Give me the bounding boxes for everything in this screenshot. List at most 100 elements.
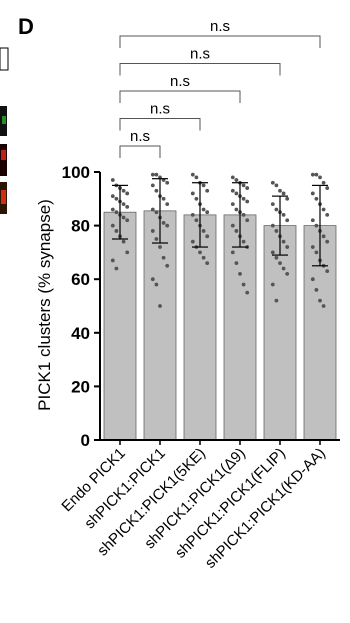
data-point xyxy=(278,261,282,265)
data-point xyxy=(202,184,206,188)
data-point xyxy=(275,229,279,233)
data-point xyxy=(275,299,279,303)
data-point xyxy=(191,192,195,196)
data-point xyxy=(115,210,119,214)
data-point xyxy=(125,205,129,209)
panel-label: D xyxy=(18,14,34,39)
data-point xyxy=(162,197,166,201)
data-point xyxy=(202,229,206,233)
data-point xyxy=(282,213,286,217)
bar xyxy=(104,212,136,440)
data-point xyxy=(191,240,195,244)
data-point xyxy=(111,178,115,182)
y-tick-label: 80 xyxy=(71,217,90,236)
data-point xyxy=(115,229,119,233)
data-point xyxy=(242,197,246,201)
data-point xyxy=(198,251,202,255)
data-point xyxy=(322,208,326,212)
data-point xyxy=(285,272,289,276)
data-point xyxy=(318,299,322,303)
data-point xyxy=(151,184,155,188)
data-point xyxy=(151,229,155,233)
y-tick-label: 40 xyxy=(71,324,90,343)
significance-label: n.s xyxy=(150,101,170,118)
significance-bracket xyxy=(120,91,240,103)
data-point xyxy=(235,178,239,182)
data-point xyxy=(111,224,115,228)
data-point xyxy=(325,186,329,190)
data-point xyxy=(231,224,235,228)
data-point xyxy=(155,173,159,177)
data-point xyxy=(245,291,249,295)
data-point xyxy=(165,181,169,185)
data-point xyxy=(151,208,155,212)
data-point xyxy=(122,240,126,244)
data-point xyxy=(318,175,322,179)
data-point xyxy=(278,189,282,193)
fragment-image xyxy=(1,190,6,204)
data-point xyxy=(231,175,235,179)
significance-bracket xyxy=(120,146,160,158)
data-point xyxy=(205,261,209,265)
bar xyxy=(224,215,256,440)
data-point xyxy=(155,210,159,214)
data-point xyxy=(231,189,235,193)
data-point xyxy=(282,240,286,244)
data-point xyxy=(155,189,159,193)
data-point xyxy=(111,259,115,263)
data-point xyxy=(322,304,326,308)
data-point xyxy=(191,173,195,177)
fragment-image xyxy=(1,150,6,160)
data-point xyxy=(245,218,249,222)
data-point xyxy=(315,224,319,228)
data-point xyxy=(151,277,155,281)
y-axis-label: PICK1 clusters (% synapse) xyxy=(35,199,54,411)
data-point xyxy=(242,283,246,287)
data-point xyxy=(195,218,199,222)
data-point xyxy=(311,218,315,222)
data-point xyxy=(122,202,126,206)
data-point xyxy=(271,181,275,185)
y-tick-label: 20 xyxy=(71,377,90,396)
data-point xyxy=(311,245,315,249)
data-point xyxy=(242,184,246,188)
fragment-frame xyxy=(0,48,8,70)
data-point xyxy=(271,202,275,206)
data-point xyxy=(238,272,242,276)
data-point xyxy=(235,192,239,196)
y-tick-label: 100 xyxy=(62,163,90,182)
data-point xyxy=(165,264,169,268)
data-point xyxy=(115,197,119,201)
significance-label: n.s xyxy=(190,46,210,63)
significance-bracket xyxy=(120,36,320,48)
data-point xyxy=(195,175,199,179)
data-point xyxy=(322,234,326,238)
data-point xyxy=(231,251,235,255)
data-point xyxy=(122,216,126,220)
data-point xyxy=(282,267,286,271)
data-point xyxy=(205,234,209,238)
data-point xyxy=(282,192,286,196)
data-point xyxy=(275,256,279,260)
data-point xyxy=(275,184,279,188)
data-point xyxy=(162,256,166,260)
data-point xyxy=(165,224,169,228)
data-point xyxy=(231,202,235,206)
data-point xyxy=(235,208,239,212)
significance-label: n.s xyxy=(130,128,150,145)
data-point xyxy=(195,197,199,201)
data-point xyxy=(111,194,115,198)
data-point xyxy=(202,208,206,212)
significance-label: n.s xyxy=(170,73,190,90)
data-point xyxy=(325,213,329,217)
data-point xyxy=(158,304,162,308)
data-point xyxy=(245,186,249,190)
data-point xyxy=(235,261,239,265)
data-point xyxy=(315,173,319,177)
data-point xyxy=(242,240,246,244)
data-point xyxy=(162,221,166,225)
data-point xyxy=(311,277,315,281)
data-point xyxy=(202,256,206,260)
y-tick-label: 60 xyxy=(71,270,90,289)
data-point xyxy=(245,200,249,204)
